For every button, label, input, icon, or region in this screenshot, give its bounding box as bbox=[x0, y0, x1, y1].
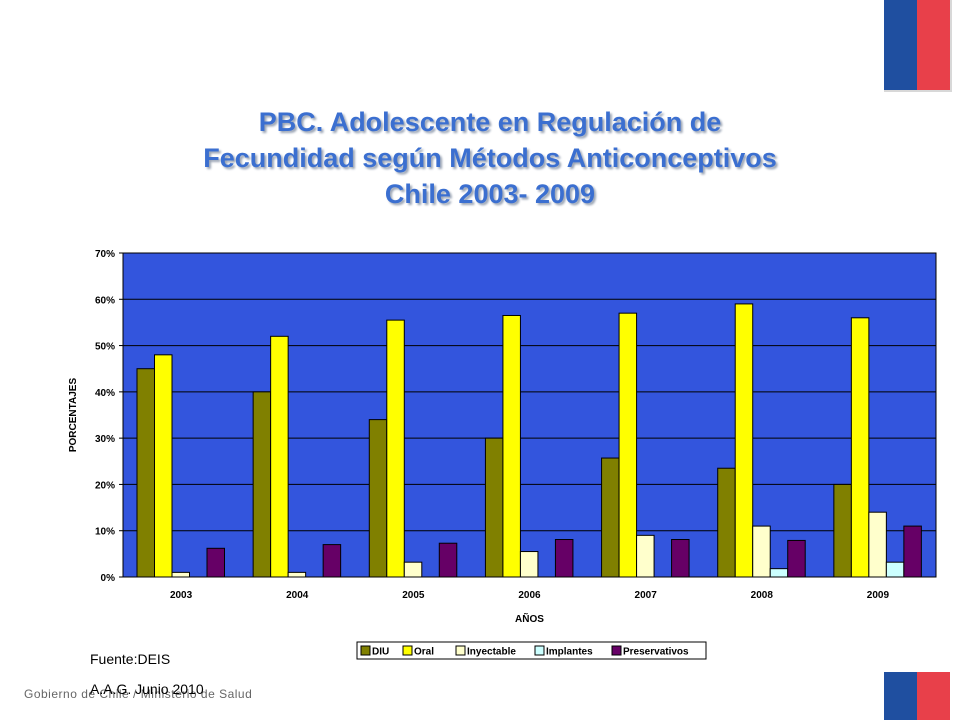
legend-label-preservativos: Preservativos bbox=[623, 647, 689, 658]
bar-diu-2006 bbox=[484, 437, 504, 578]
bar-preservativos-2009 bbox=[903, 525, 922, 578]
x-tick-label: 2005 bbox=[402, 590, 425, 601]
y-tick-label: 60% bbox=[95, 295, 115, 306]
legend-label-inyectable: Inyectable bbox=[467, 647, 516, 658]
bar-inyectable-2008 bbox=[752, 525, 771, 578]
bar-oral-2005 bbox=[386, 319, 405, 578]
author-note: A.A.G. Junio 2010 bbox=[90, 681, 204, 697]
bar-preservativos-2005 bbox=[438, 542, 458, 578]
chile-flag-logo-top bbox=[884, 0, 950, 90]
y-tick-label: 20% bbox=[95, 480, 115, 491]
bar-inyectable-2003 bbox=[171, 571, 190, 578]
bar-oral-2008 bbox=[734, 303, 754, 578]
bar-inyectable-2006 bbox=[519, 551, 539, 578]
title-line-3: Chile 2003- 2009 bbox=[384, 179, 596, 209]
x-tick-label: 2007 bbox=[635, 590, 658, 601]
bar-diu-2007 bbox=[601, 457, 620, 578]
bar-diu-2004 bbox=[252, 391, 272, 578]
bar-preservativos-2003 bbox=[206, 547, 225, 578]
x-tick-label: 2008 bbox=[751, 590, 774, 601]
flag-shadow-top bbox=[884, 0, 952, 92]
bar-oral-2007 bbox=[618, 312, 638, 578]
bar-diu-2008 bbox=[717, 467, 736, 578]
y-tick-label: 40% bbox=[95, 388, 115, 399]
legend-label-implantes: Implantes bbox=[546, 647, 593, 658]
bar-inyectable-2004 bbox=[287, 571, 307, 578]
legend-label-oral: Oral bbox=[414, 647, 434, 658]
bar-diu-2005 bbox=[368, 419, 388, 578]
legend-swatch-oral bbox=[402, 645, 413, 656]
bar-inyectable-2009 bbox=[868, 511, 887, 578]
legend-label-diu: DIU bbox=[372, 647, 389, 658]
bar-oral-2004 bbox=[270, 335, 289, 578]
flag-red-stripe bbox=[917, 672, 950, 720]
bar-diu-2003 bbox=[136, 368, 155, 578]
flag-blue-stripe bbox=[884, 0, 917, 90]
slide-title: PBC. Adolescente en Regulación de Fecund… bbox=[120, 104, 860, 212]
y-axis-label: PORCENTAJES bbox=[68, 378, 79, 453]
source-note: Fuente:DEIS bbox=[90, 651, 171, 667]
title-line-2: Fecundidad según Métodos Anticonceptivos bbox=[203, 143, 777, 173]
bar-oral-2006 bbox=[502, 314, 521, 578]
bar-diu-2009 bbox=[833, 483, 852, 578]
x-tick-label: 2004 bbox=[286, 590, 309, 601]
bar-inyectable-2005 bbox=[403, 561, 423, 578]
bar-oral-2003 bbox=[154, 354, 173, 578]
legend-swatch-implantes bbox=[534, 645, 545, 656]
x-axis-label: AÑOS bbox=[515, 612, 544, 625]
footer-text: Gobierno de Chile / Ministerio de Salud bbox=[24, 687, 253, 701]
bar-preservativos-2006 bbox=[554, 539, 574, 578]
x-tick-label: 2003 bbox=[170, 590, 193, 601]
bar-oral-2009 bbox=[850, 317, 870, 578]
bar-implantes-2008 bbox=[769, 568, 789, 578]
bar-preservativos-2008 bbox=[787, 539, 806, 578]
y-tick-label: 0% bbox=[101, 573, 116, 584]
bar-inyectable-2007 bbox=[636, 534, 655, 578]
bar-implantes-2009 bbox=[885, 561, 905, 578]
bar-preservativos-2004 bbox=[322, 544, 342, 578]
y-tick-label: 50% bbox=[95, 342, 115, 353]
flag-blue-stripe bbox=[884, 672, 917, 720]
legend-swatch-diu bbox=[360, 645, 371, 656]
y-tick-label: 30% bbox=[95, 434, 115, 445]
x-tick-label: 2006 bbox=[518, 590, 541, 601]
bar-preservativos-2007 bbox=[671, 539, 690, 578]
bar-chart: 0% 10% 20% 30% 40% 50% 60% 70% 2003 2004 2005 2006 2… bbox=[68, 249, 937, 660]
y-tick-label: 70% bbox=[95, 249, 115, 260]
title-line-1: PBC. Adolescente en Regulación de bbox=[258, 107, 722, 137]
legend-swatch-inyectable bbox=[455, 645, 466, 656]
legend-swatch-preservativos bbox=[611, 645, 622, 656]
flag-red-stripe bbox=[917, 0, 950, 90]
x-tick-label: 2009 bbox=[867, 590, 890, 601]
plot-area bbox=[122, 252, 937, 578]
chile-flag-logo-bottom bbox=[884, 672, 950, 720]
y-tick-label: 10% bbox=[95, 527, 115, 538]
